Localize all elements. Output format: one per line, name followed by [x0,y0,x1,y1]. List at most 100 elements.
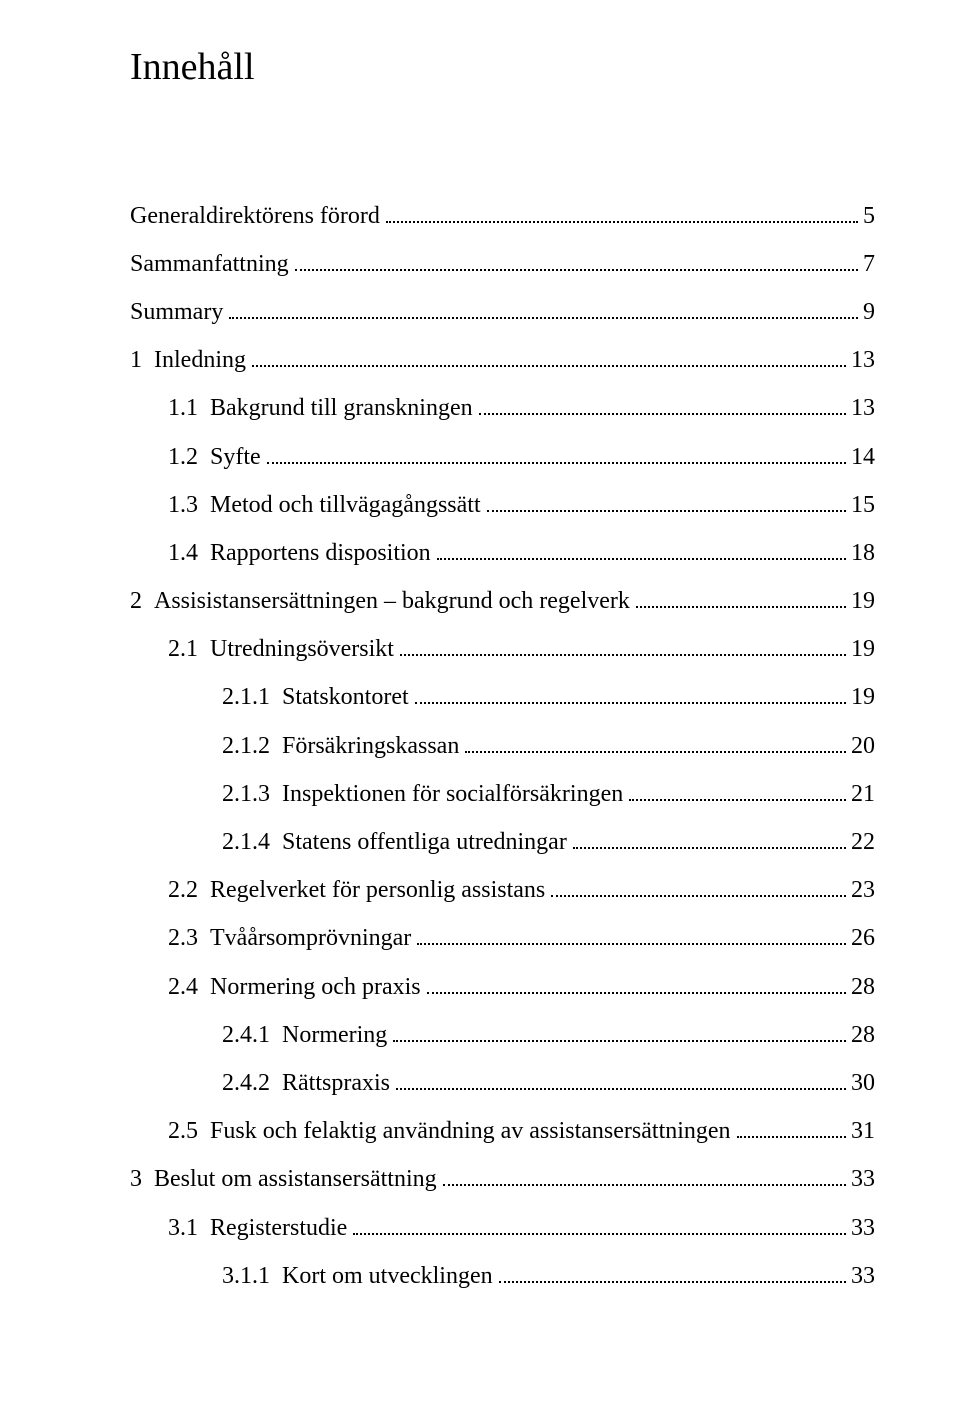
toc-leader-dots [551,874,846,898]
toc-entry-number: 1.2 [168,441,210,475]
toc-link[interactable]: 2.1.2 Försäkringskassan20 [222,729,875,763]
toc-leader-dots [386,199,858,223]
toc-entry-title: Utredningsöversikt [210,633,394,667]
toc-leader-dots [229,295,858,319]
toc-entry-page: 23 [851,874,875,908]
toc-leader-dots [252,344,846,368]
toc-link[interactable]: 1.2 Syfte14 [168,440,875,474]
toc-link[interactable]: 3.1.1 Kort om utvecklingen33 [222,1259,875,1293]
toc-link[interactable]: 3.1 Registerstudie33 [168,1211,875,1245]
toc-entry-title: Rapportens disposition [210,537,431,571]
toc-entry: 2.5 Fusk och felaktig användning av assi… [130,1115,875,1149]
toc-entry-title: Normering och praxis [210,971,421,1005]
toc-entry-number: 3.1 [168,1212,210,1246]
toc-link[interactable]: 2.2 Regelverket för personlig assistans2… [168,874,875,908]
toc-entry-title: Rättspraxis [282,1067,390,1101]
toc-link[interactable]: 2.1 Utredningsöversikt19 [168,633,875,667]
toc-entry-title: Kort om utvecklingen [282,1260,493,1294]
toc-link[interactable]: 2.4.1 Normering 28 [222,1018,875,1052]
toc-entry: Generaldirektörens förord5 [130,199,875,233]
toc-leader-dots [443,1163,846,1187]
toc-entry-title: Normering [282,1019,387,1053]
document-page: Innehåll Generaldirektörens förord5 Samma… [0,0,960,1421]
toc-leader-dots [479,392,846,416]
toc-entry-number: 1.3 [168,489,210,523]
toc-entry-page: 21 [851,778,875,812]
toc-leader-dots [499,1259,846,1283]
page-title: Innehåll [130,45,875,89]
toc-entry: 1.1 Bakgrund till granskningen13 [130,392,875,426]
toc-leader-dots [465,729,846,753]
toc-entry: 2.4 Normering och praxis28 [130,970,875,1004]
toc-link[interactable]: 2.3 Tvåårsomprövningar26 [168,922,875,956]
toc-link[interactable]: 1 Inledning 13 [130,344,875,378]
toc-entry-title: Fusk och felaktig användning av assistan… [210,1115,731,1149]
toc-leader-dots [353,1211,846,1235]
table-of-contents: Generaldirektörens förord5 Sammanfattning… [130,199,875,1293]
toc-entry-number: 2.1.1 [222,681,282,715]
toc-entry-title: Statens offentliga utredningar [282,826,567,860]
toc-link[interactable]: Summary9 [130,295,875,329]
toc-entry-number: 2.4 [168,971,210,1005]
toc-leader-dots [417,922,846,946]
toc-entry-title: Inspektionen för socialförsäkringen [282,778,623,812]
toc-entry-number: 2.4.1 [222,1019,282,1053]
toc-entry-page: 7 [863,248,875,282]
toc-entry-page: 19 [851,681,875,715]
toc-entry-page: 28 [851,1019,875,1053]
toc-leader-dots [415,681,846,705]
toc-entry: 2.4.1 Normering 28 [130,1018,875,1052]
toc-link[interactable]: 1.4 Rapportens disposition18 [168,536,875,570]
toc-link[interactable]: 2.4 Normering och praxis28 [168,970,875,1004]
toc-link[interactable]: 2 Assisistansersättningen – bakgrund och… [130,585,875,619]
toc-entry: 1 Inledning 13 [130,344,875,378]
toc-link[interactable]: 3 Beslut om assistansersättning33 [130,1163,875,1197]
toc-entry-page: 26 [851,922,875,956]
toc-entry: 2.1.4 Statens offentliga utredningar 22 [130,825,875,859]
toc-entry: Sammanfattning 7 [130,247,875,281]
toc-entry: 3.1 Registerstudie33 [130,1211,875,1245]
toc-entry-page: 33 [851,1212,875,1246]
toc-entry-page: 14 [851,441,875,475]
toc-entry-number: 2.5 [168,1115,210,1149]
toc-link[interactable]: 2.4.2 Rättspraxis30 [222,1066,875,1100]
toc-leader-dots [267,440,846,464]
toc-entry-title: Generaldirektörens förord [130,200,380,234]
toc-link[interactable]: 2.5 Fusk och felaktig användning av assi… [168,1115,875,1149]
toc-entry-page: 13 [851,344,875,378]
toc-link[interactable]: Sammanfattning 7 [130,247,875,281]
toc-entry-number: 2.4.2 [222,1067,282,1101]
toc-entry-number: 1 [130,344,154,378]
toc-entry-title: Inledning [154,344,246,378]
toc-link[interactable]: 1.3 Metod och tillvägagångssätt15 [168,488,875,522]
toc-leader-dots [629,777,846,801]
toc-leader-dots [487,488,846,512]
toc-link[interactable]: 2.1.3 Inspektionen för socialförsäkringe… [222,777,875,811]
toc-entry: 2.1.2 Försäkringskassan20 [130,729,875,763]
toc-entry-page: 22 [851,826,875,860]
toc-leader-dots [396,1066,846,1090]
toc-entry: 2.2 Regelverket för personlig assistans2… [130,874,875,908]
toc-entry-page: 33 [851,1163,875,1197]
toc-entry-title: Metod och tillvägagångssätt [210,489,481,523]
toc-link[interactable]: 2.1.1 Statskontoret 19 [222,681,875,715]
toc-entry-page: 13 [851,392,875,426]
toc-leader-dots [295,247,858,271]
toc-link[interactable]: 2.1.4 Statens offentliga utredningar 22 [222,825,875,859]
toc-entry-title: Regelverket för personlig assistans [210,874,545,908]
toc-entry-title: Statskontoret [282,681,409,715]
toc-entry-number: 2.1.4 [222,826,282,860]
toc-entry-title: Sammanfattning [130,248,289,282]
toc-leader-dots [400,633,846,657]
toc-entry-number: 1.1 [168,392,210,426]
toc-entry-page: 19 [851,585,875,619]
toc-entry-number: 2.1 [168,633,210,667]
toc-entry-number: 3.1.1 [222,1260,282,1294]
toc-entry: 2.1.3 Inspektionen för socialförsäkringe… [130,777,875,811]
toc-entry: 2.1 Utredningsöversikt19 [130,633,875,667]
toc-entry: 1.4 Rapportens disposition18 [130,536,875,570]
toc-link[interactable]: 1.1 Bakgrund till granskningen13 [168,392,875,426]
toc-link[interactable]: Generaldirektörens förord5 [130,199,875,233]
toc-entry: 2.1.1 Statskontoret 19 [130,681,875,715]
toc-entry-number: 2.1.2 [222,730,282,764]
